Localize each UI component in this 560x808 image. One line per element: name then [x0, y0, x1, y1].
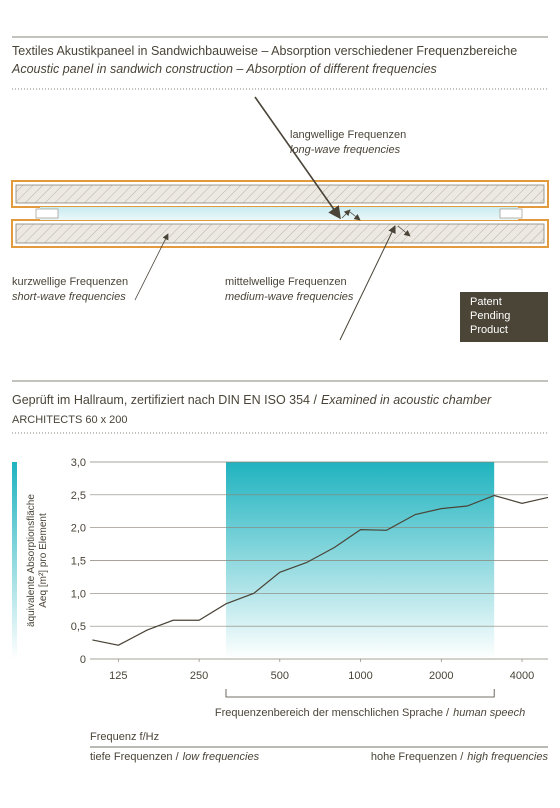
y-tick-label: 3,0: [71, 457, 86, 469]
chart-subtitle: ARCHITECTS 60 x 200: [12, 414, 128, 426]
medium-label-en: medium-wave frequencies: [225, 291, 354, 303]
speech-label-de: Frequenzenbereich der menschlichen Sprac…: [215, 707, 450, 719]
title: Textiles Akustikpaneel in Sandwichbauwei…: [12, 44, 517, 58]
medium-label: mittelwellige Frequenzen: [225, 276, 347, 288]
badge-line: Pending: [470, 310, 510, 322]
short-label: kurzwellige Frequenzen: [12, 276, 128, 288]
x-tick-label: 500: [271, 670, 289, 682]
badge-line: Product: [470, 324, 508, 336]
speech-label-en: human speech: [453, 707, 525, 719]
x-axis-label: Frequenz f/Hz: [90, 731, 159, 743]
x-tick-label: 4000: [510, 670, 534, 682]
panel-diagram: [11, 96, 549, 341]
subtitle: Acoustic panel in sandwich construction …: [11, 62, 437, 76]
gradient-strip: [12, 462, 17, 659]
data-line: [92, 494, 549, 646]
footer-high-en: high frequencies: [467, 751, 548, 763]
y-tick-label: 1,5: [71, 556, 86, 568]
badge-line: Patent: [470, 296, 502, 308]
badge: [460, 292, 548, 342]
chart-title: Geprüft im Hallraum, zertifiziert nach D…: [12, 393, 492, 407]
footer-high: hohe Frequenzen / high frequencies: [371, 751, 549, 763]
x-tick-label: 1000: [348, 670, 372, 682]
y-axis-label: äquivalente Absorptionsfläche: [26, 494, 37, 627]
footer-low-en: low frequencies: [183, 751, 260, 763]
footer-high-de: hohe Frequenzen /: [371, 751, 464, 763]
chart-title-en: Examined in acoustic chamber: [321, 393, 492, 407]
long-label-en: long-wave frequencies: [290, 144, 401, 156]
footer-low-de: tiefe Frequenzen /: [90, 751, 180, 763]
x-tick-label: 250: [190, 670, 208, 682]
long-label: langwellige Frequenzen: [290, 129, 406, 141]
x-tick-label: 125: [109, 670, 127, 682]
y-tick-label: 2,0: [71, 523, 86, 535]
y-axis-label: Aeq [m²] pro Element: [38, 513, 49, 608]
y-tick-label: 1,0: [71, 588, 86, 600]
y-tick-label: 2,5: [71, 490, 86, 502]
y-tick-label: 0,5: [71, 621, 86, 633]
chart: Frequenzenbereich der menschlichen Sprac…: [12, 457, 548, 763]
footer-low: tiefe Frequenzen / low frequencies: [90, 751, 260, 763]
chart-title-de: Geprüft im Hallraum, zertifiziert nach D…: [12, 393, 317, 407]
speech-bracket: [225, 689, 495, 698]
y-tick-label: 0: [80, 654, 86, 666]
x-tick-label: 2000: [429, 670, 453, 682]
short-label-en: short-wave frequencies: [12, 291, 126, 303]
speech-label: Frequenzenbereich der menschlichen Sprac…: [215, 707, 525, 719]
